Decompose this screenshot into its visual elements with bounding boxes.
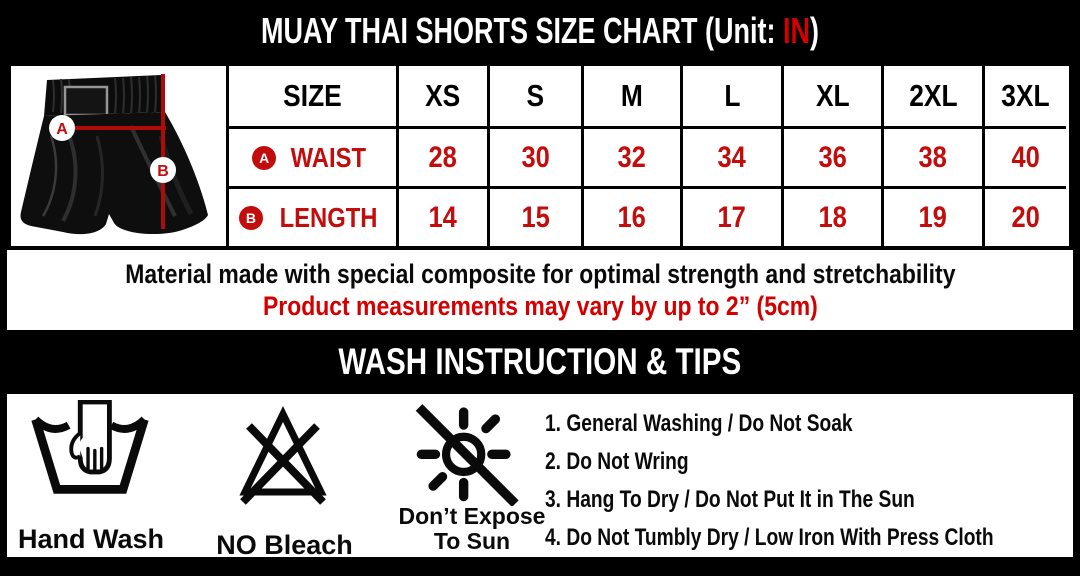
cell-waist-m: 32 (581, 126, 680, 186)
cell-length-xl: 18 (781, 186, 881, 246)
cell-waist-l: 34 (680, 126, 781, 186)
hand-wash-icon (31, 400, 149, 494)
no-sun-label: Don’t Expose To Sun (382, 504, 562, 554)
tip-item-1: 1. General Washing / Do Not Soak (545, 410, 853, 437)
shorts-label-patch (63, 85, 109, 117)
col-header-l: L (680, 66, 781, 126)
notes-panel: Material made with special composite for… (7, 250, 1073, 330)
no-sun-label-line2: To Sun (433, 528, 511, 554)
col-header-m: M (581, 66, 680, 126)
wash-section-title: WASH INSTRUCTION & TIPS (338, 341, 742, 382)
shorts-photo: A B (20, 74, 209, 235)
badge-b: B (238, 205, 263, 230)
wash-instruction-bar: WASH INSTRUCTION & TIPS (0, 330, 1080, 394)
cell-length-2xl: 19 (881, 186, 982, 246)
no-bleach-label: NO Bleach (216, 530, 353, 560)
row-header-length: B LENGTH (226, 186, 396, 246)
size-grid: SIZE XS S M L XL 2XL 3XL A WAIST 28 30 3… (226, 66, 1069, 246)
tolerance-note: Product measurements may vary by up to 2… (262, 290, 818, 321)
shorts-body (20, 112, 209, 235)
title-close: ) (809, 10, 819, 51)
row-label-length: LENGTH (279, 201, 378, 233)
cell-length-3xl: 20 (982, 186, 1066, 246)
svg-text:A: A (56, 121, 68, 138)
cell-length-m: 16 (581, 186, 680, 246)
page-title: MUAY THAI SHORTS SIZE CHART (Unit: IN) (261, 10, 819, 52)
shorts-diagram-cell: A B (11, 66, 226, 246)
col-header-xl: XL (781, 66, 881, 126)
hand-wash-label: Hand Wash (17, 524, 164, 554)
tip-item-2: 2. Do Not Wring (545, 448, 689, 475)
row-header-waist: A WAIST (226, 126, 396, 186)
cell-length-xs: 14 (396, 186, 487, 246)
tip-item-3: 3. Hang To Dry / Do Not Put It in The Su… (545, 486, 915, 513)
title-text: MUAY THAI SHORTS SIZE CHART (Unit: (260, 10, 783, 51)
no-sun-label-line1: Don’t Expose (398, 503, 546, 529)
col-header-xs: XS (396, 66, 487, 126)
col-header-size: SIZE (226, 66, 396, 126)
col-header-2xl: 2XL (881, 66, 982, 126)
unit-text: IN (782, 10, 810, 51)
cell-waist-3xl: 40 (982, 126, 1066, 186)
cell-waist-xl: 36 (781, 126, 881, 186)
cell-length-s: 15 (487, 186, 581, 246)
cell-waist-s: 30 (487, 126, 581, 186)
cell-waist-2xl: 38 (881, 126, 982, 186)
row-label-waist: WAIST (290, 141, 367, 173)
material-note: Material made with special composite for… (124, 258, 956, 289)
cell-length-l: 17 (680, 186, 781, 246)
badge-a: A (252, 145, 277, 170)
col-header-3xl: 3XL (982, 66, 1066, 126)
cell-waist-xs: 28 (396, 126, 487, 186)
wash-panel: Hand Wash NO Bleach Don’t Expose To Sun (7, 394, 1073, 560)
marker-a: A (49, 115, 75, 141)
svg-text:B: B (157, 163, 169, 180)
wash-tips-list: 1. General Washing / Do Not Soak 2. Do N… (545, 405, 1080, 557)
size-table: A B SIZE XS S M L XL 2XL 3XL A WAIST (7, 62, 1073, 250)
tip-item-4: 4. Do Not Tumbly Dry / Low Iron With Pre… (545, 524, 994, 551)
no-bleach-icon (239, 406, 327, 505)
no-sun-icon (415, 404, 519, 506)
col-header-s: S (487, 66, 581, 126)
title-bar: MUAY THAI SHORTS SIZE CHART (Unit: IN) (0, 0, 1080, 62)
marker-b: B (150, 157, 176, 183)
